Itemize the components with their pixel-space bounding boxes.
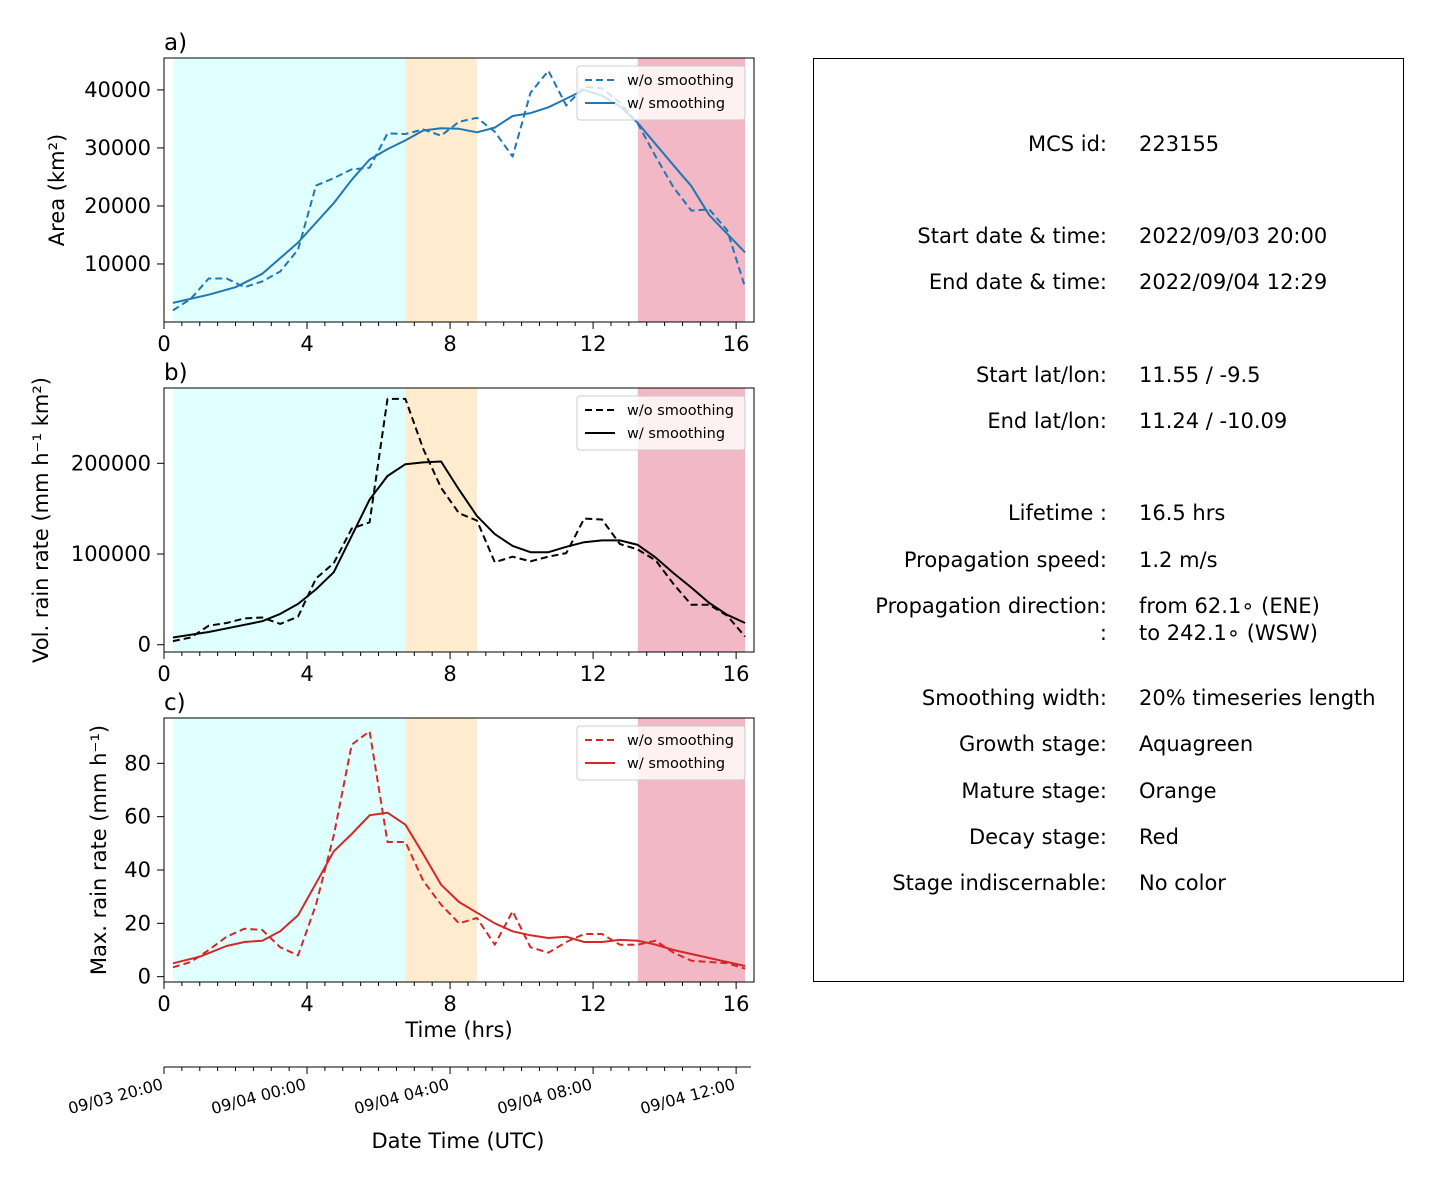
x-axis-label: Time (hrs) [404,1018,512,1042]
x-tick-label: 12 [580,992,607,1016]
y-tick-label: 60 [124,805,151,829]
info-label: End lat/lon: [987,409,1107,433]
info-value: Aquagreen [1139,732,1254,756]
datetime-axis: 09/03 20:00 09/04 00:00 09/04 04:00 09/04 0… [66,1066,751,1153]
info-label: Stage indiscernable: [892,871,1107,895]
legend-box [576,725,746,781]
info-value: 16.5 hrs [1139,501,1226,525]
x-tick-label: 8 [443,992,456,1016]
panel-label: a) [164,30,187,56]
info-label: Mature stage: [961,779,1107,803]
series-line-raw [172,730,746,970]
legend-box [576,395,746,451]
y-tick-label: 80 [124,751,151,775]
y-tick-label: 100000 [71,542,151,566]
axes-frame [163,387,755,653]
y-axis-label: Area (km²) [45,134,69,246]
legend-box [576,65,746,121]
datetime-tick-label: 09/04 04:00 [352,1075,451,1119]
info-label: Start date & time: [917,224,1107,248]
legend-label: w/ smoothing [627,96,725,112]
x-tick-label: 16 [723,992,750,1016]
info-label: Growth stage: [958,732,1107,756]
legend: w/o smoothing w/ smoothing [576,65,746,121]
x-tick-label: 0 [157,992,170,1016]
chart-panel-a: 0 4 8 12 16 10000 20000 30000 40000 a) Area (km²) w… [45,30,755,356]
legend-label: w/o smoothing [627,733,734,749]
info-label: MCS id: [1027,132,1107,156]
info-label: : [1099,621,1107,645]
y-tick-label: 30000 [84,136,151,160]
legend-label: w/ smoothing [627,426,725,442]
y-axis-label: Max. rain rate (mm h⁻¹) [87,725,111,975]
y-tick-label: 20 [124,911,151,935]
y-tick-label: 200000 [71,451,151,475]
info-label: Propagation direction: [875,594,1107,618]
panel-label: b) [164,360,188,386]
stage-band-mature [405,718,477,982]
info-value: No color [1139,871,1226,895]
chart-panel-c: 0 4 8 12 16 0 20 40 60 80 c) Max. rain rate (mm h⁻¹… [87,690,755,1042]
datetime-axis-label: Date Time (UTC) [372,1129,545,1153]
x-tick-label: 0 [157,332,170,356]
y-tick-label: 20000 [84,194,151,218]
axes-frame [163,57,755,323]
info-value: 2022/09/03 20:00 [1139,224,1328,248]
datetime-tick-label: 09/04 12:00 [638,1075,737,1119]
panel-label: c) [164,690,186,716]
y-tick-label: 0 [138,965,151,989]
info-value: 1.2 m/s [1139,548,1218,572]
info-label: End date & time: [928,270,1107,294]
x-tick-label: 8 [443,332,456,356]
x-tick-label: 12 [580,662,607,686]
datetime-tick-label: 09/03 20:00 [66,1075,165,1119]
info-label: Propagation speed: [903,548,1107,572]
legend: w/o smoothing w/ smoothing [576,395,746,451]
x-tick-label: 4 [300,332,313,356]
legend: w/o smoothing w/ smoothing [576,725,746,781]
info-label: Start lat/lon: [975,363,1107,387]
x-tick-label: 4 [300,662,313,686]
chart-panel-b: 0 4 8 12 16 0 100000 200000 b) Vol. rain rate (mm… [29,360,755,686]
info-value: 20% timeseries length [1139,686,1376,710]
info-value: Orange [1139,779,1217,803]
x-tick-label: 8 [443,662,456,686]
series-line-raw [172,69,747,312]
info-label: Lifetime : [1007,501,1107,525]
x-tick-label: 0 [157,662,170,686]
y-tick-label: 40 [124,858,151,882]
series-line-smoothed [172,811,746,967]
y-tick-label: 10000 [84,252,151,276]
info-panel: MCS id: 223155 Start date & time: 2022/0… [813,58,1404,982]
stage-band-mature [405,58,477,322]
legend-label: w/ smoothing [627,756,725,772]
y-axis-label: Vol. rain rate (mm h⁻¹ km²) [29,377,53,663]
info-value: to 242.1∘ (WSW) [1139,621,1318,645]
info-value: 11.55 / -9.5 [1139,363,1261,387]
series-line-smoothed [172,460,746,639]
y-tick-label: 40000 [84,78,151,102]
x-tick-label: 12 [580,332,607,356]
info-value: 11.24 / -10.09 [1139,409,1288,433]
info-value: 2022/09/04 12:29 [1139,270,1328,294]
axes-frame [163,717,755,983]
info-value: from 62.1∘ (ENE) [1139,594,1320,618]
info-value: Red [1139,825,1179,849]
legend-label: w/o smoothing [627,403,734,419]
x-tick-label: 16 [723,662,750,686]
info-value: 223155 [1139,132,1220,156]
stage-band-growth [172,58,406,322]
datetime-tick-label: 09/04 08:00 [495,1075,594,1119]
info-label: Decay stage: [969,825,1107,849]
datetime-tick-label: 09/04 00:00 [209,1075,308,1119]
x-tick-label: 4 [300,992,313,1016]
info-label: Smoothing width: [921,686,1107,710]
stage-band-growth [172,718,406,982]
y-tick-label: 0 [138,633,151,657]
legend-label: w/o smoothing [627,73,734,89]
x-tick-label: 16 [723,332,750,356]
